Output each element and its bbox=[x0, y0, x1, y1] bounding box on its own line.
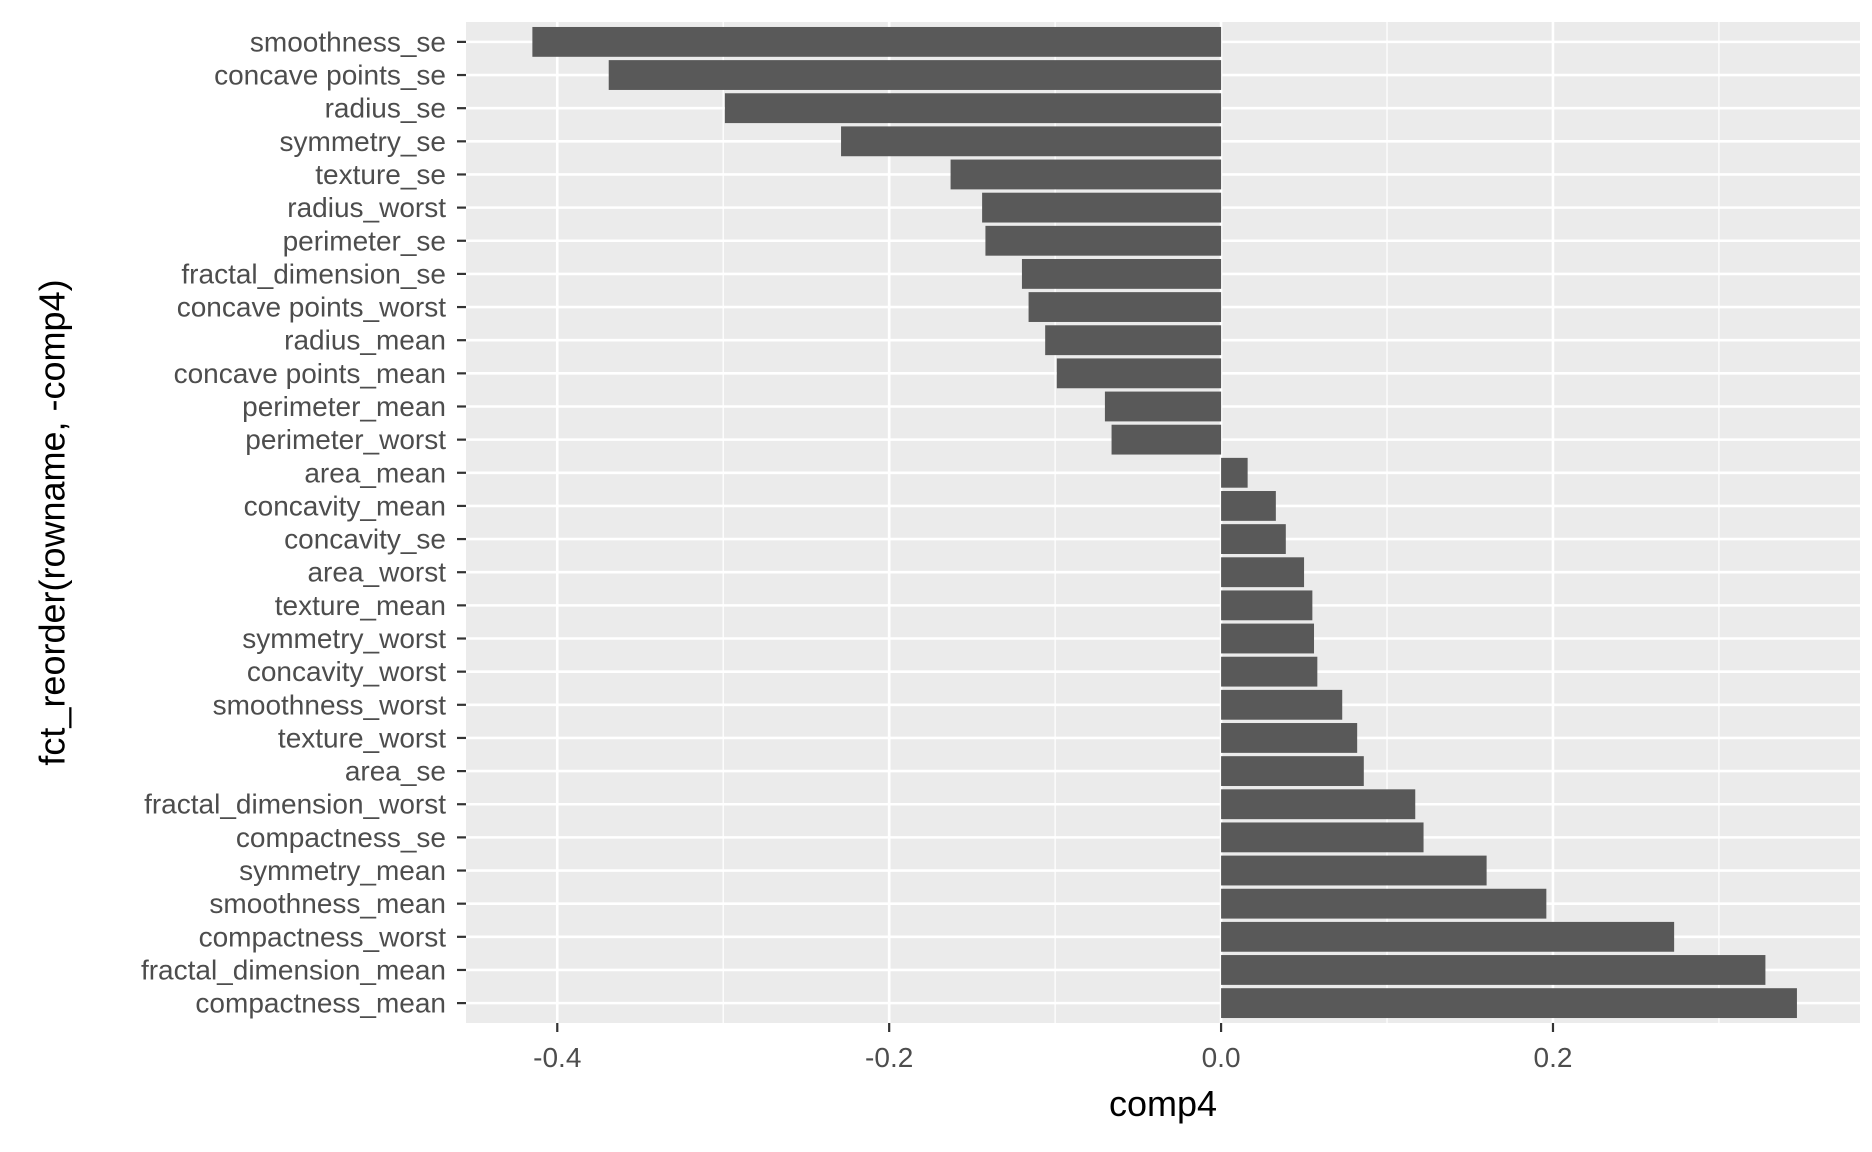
bar-compactness-se bbox=[1221, 822, 1424, 853]
y-tick-label: concave points_mean bbox=[174, 358, 446, 389]
x-axis: -0.4 -0.2 0.0 0.2 bbox=[533, 1023, 1572, 1073]
bar-concavity-se bbox=[1221, 524, 1286, 554]
bar-texture-mean bbox=[1221, 590, 1313, 621]
y-tick-label: fractal_dimension_se bbox=[181, 258, 446, 289]
y-tick-label: concave points_worst bbox=[177, 292, 446, 323]
y-tick-label: texture_mean bbox=[275, 590, 446, 621]
bar-compactness-mean bbox=[1221, 988, 1797, 1019]
bar-perimeter-se bbox=[985, 225, 1222, 256]
bar-texture-se bbox=[950, 159, 1222, 190]
bar-smoothness-se bbox=[532, 26, 1222, 57]
bar-symmetry-se bbox=[841, 126, 1222, 157]
y-tick-label: symmetry_worst bbox=[242, 623, 446, 654]
bar-texture-worst bbox=[1221, 723, 1358, 753]
bar-radius-se bbox=[724, 93, 1222, 124]
bar-smoothness-mean bbox=[1221, 888, 1547, 919]
y-tick-label: perimeter_mean bbox=[242, 391, 446, 422]
bars bbox=[532, 26, 1797, 1019]
y-tick-label: area_worst bbox=[307, 557, 446, 588]
y-tick-label: smoothness_worst bbox=[213, 689, 447, 720]
y-tick-label: radius_se bbox=[325, 93, 446, 124]
y-tick-label: compactness_se bbox=[236, 822, 446, 853]
y-tick-label: compactness_mean bbox=[195, 988, 446, 1019]
y-axis-title: fct_reorder(rowname, -comp4) bbox=[32, 279, 73, 765]
bar-perimeter-mean bbox=[1104, 391, 1222, 422]
bar-symmetry-mean bbox=[1221, 855, 1487, 886]
bar-smoothness-worst bbox=[1221, 689, 1343, 720]
x-axis-title: comp4 bbox=[1109, 1083, 1217, 1124]
y-tick-label: texture_worst bbox=[278, 722, 446, 753]
y-tick-label: smoothness_se bbox=[250, 26, 446, 57]
y-tick-label: area_mean bbox=[304, 457, 446, 488]
y-tick-label: smoothness_mean bbox=[209, 888, 446, 919]
y-tick-label: fractal_dimension_mean bbox=[141, 954, 446, 985]
x-tick-label: -0.4 bbox=[533, 1042, 581, 1073]
y-tick-label: symmetry_mean bbox=[239, 855, 446, 886]
bar-fractal-dimension-mean bbox=[1221, 955, 1766, 985]
y-tick-label: perimeter_se bbox=[283, 225, 446, 256]
y-tick-label: texture_se bbox=[315, 159, 446, 190]
y-tick-label: fractal_dimension_worst bbox=[144, 789, 446, 820]
bar-area-worst bbox=[1221, 557, 1305, 588]
bar-concave-points-mean bbox=[1056, 358, 1222, 389]
y-tick-label: area_se bbox=[345, 756, 446, 787]
y-tick-label: compactness_worst bbox=[199, 921, 447, 952]
bar-concave-points-worst bbox=[1028, 292, 1222, 322]
x-tick-label: 0.2 bbox=[1534, 1042, 1573, 1073]
y-tick-label: symmetry_se bbox=[280, 126, 446, 157]
y-tick-label: radius_mean bbox=[284, 325, 446, 356]
x-tick-label: 0.0 bbox=[1202, 1042, 1241, 1073]
x-tick-label: -0.2 bbox=[865, 1042, 913, 1073]
bar-fractal-dimension-worst bbox=[1221, 789, 1416, 820]
bar-concave-points-se bbox=[608, 60, 1222, 90]
bar-concavity-mean bbox=[1221, 491, 1276, 521]
bar-fractal-dimension-se bbox=[1021, 258, 1222, 289]
bar-concavity-worst bbox=[1221, 656, 1318, 687]
y-tick-label: radius_worst bbox=[287, 192, 446, 223]
bar-radius-mean bbox=[1045, 325, 1222, 356]
bar-perimeter-worst bbox=[1111, 424, 1222, 455]
y-tick-label: concavity_mean bbox=[244, 490, 446, 521]
bar-area-mean bbox=[1221, 457, 1248, 488]
y-tick-label: concavity_se bbox=[284, 524, 446, 555]
bar-compactness-worst bbox=[1221, 921, 1675, 952]
bar-radius-worst bbox=[982, 192, 1222, 223]
y-tick-label: perimeter_worst bbox=[245, 424, 446, 455]
bar-symmetry-worst bbox=[1221, 623, 1315, 654]
y-tick-label: concave points_se bbox=[214, 60, 446, 91]
bar-area-se bbox=[1221, 756, 1364, 787]
y-tick-label: concavity_worst bbox=[247, 656, 446, 687]
